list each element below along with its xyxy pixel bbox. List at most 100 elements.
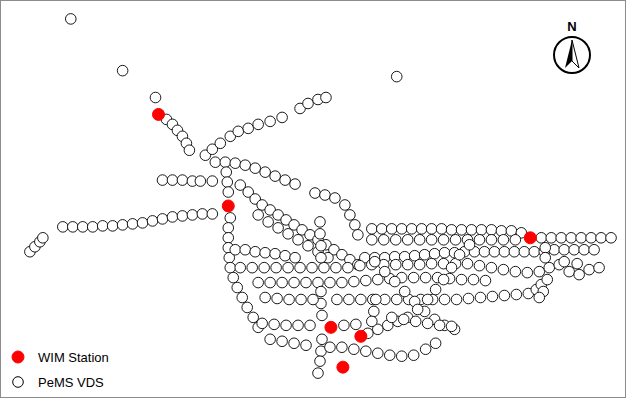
vds-point — [584, 264, 595, 275]
vds-point — [223, 233, 234, 244]
vds-point — [280, 250, 291, 261]
legend: WIM Station PeMS VDS — [12, 350, 109, 390]
vds-point — [370, 256, 381, 267]
vds-point — [187, 210, 198, 221]
wim-station — [355, 330, 367, 342]
vds-point — [290, 179, 301, 190]
vds-point — [586, 233, 597, 244]
legend-label: WIM Station — [38, 350, 109, 365]
vds-point — [559, 256, 570, 267]
vds-point — [303, 98, 314, 109]
legend-label: PeMS VDS — [38, 375, 104, 390]
vds-point — [451, 294, 462, 305]
vds-point — [290, 252, 301, 263]
vds-point — [414, 234, 425, 245]
vds-point — [398, 314, 409, 325]
vds-point — [197, 209, 208, 220]
vds-point — [476, 225, 487, 236]
vds-point — [569, 244, 580, 255]
vds-point — [317, 310, 328, 321]
vds-point — [350, 220, 361, 231]
vds-point — [345, 210, 356, 221]
vds-point — [450, 234, 461, 245]
vds-point — [372, 348, 383, 359]
vds-point — [596, 233, 607, 244]
vds-point — [487, 291, 498, 302]
vds-point — [184, 145, 195, 156]
vds-point — [454, 249, 465, 260]
vds-point — [464, 239, 475, 250]
vds-point — [446, 321, 457, 332]
vds-point — [315, 356, 326, 367]
vds-point — [38, 233, 49, 244]
legend-swatch — [12, 351, 24, 363]
vds-point — [367, 224, 378, 235]
vds-point — [391, 71, 402, 82]
vds-point — [317, 334, 328, 345]
vds-point — [331, 262, 342, 273]
vds-point — [438, 234, 449, 245]
vds-point — [271, 262, 282, 273]
vds-point — [293, 320, 304, 331]
vds-point — [228, 272, 239, 283]
vds-point — [157, 175, 168, 186]
vds-point — [233, 126, 244, 137]
vds-point — [337, 342, 348, 353]
vds-point — [316, 240, 327, 251]
vds-point — [301, 277, 312, 288]
vds-point — [390, 234, 401, 245]
vds-point — [240, 160, 251, 171]
vds-point — [396, 351, 407, 362]
vds-point — [462, 258, 473, 269]
vds-point — [316, 252, 327, 263]
vds-point — [220, 157, 231, 168]
vds-point — [167, 212, 178, 223]
vds-point — [456, 225, 467, 236]
vds-point — [468, 274, 479, 285]
vds-point — [207, 176, 218, 187]
vds-point — [474, 260, 485, 271]
vds-point — [270, 248, 281, 259]
vds-point — [315, 229, 326, 240]
vds-point — [117, 65, 128, 76]
vds-point — [370, 294, 381, 305]
vds-point — [386, 224, 397, 235]
vds-point — [250, 163, 261, 174]
vds-point — [305, 320, 316, 331]
vds-point — [474, 234, 485, 245]
vds-point — [67, 222, 78, 233]
vds-point — [351, 319, 362, 330]
vds-point — [486, 225, 497, 236]
vds-point — [356, 294, 367, 305]
vds-point — [230, 244, 241, 255]
wim-station — [222, 200, 234, 212]
vds-point — [369, 306, 380, 317]
vds-point — [564, 266, 575, 277]
vds-point — [406, 224, 417, 235]
vds-point — [215, 138, 226, 149]
wim-station — [524, 232, 536, 244]
vds-point — [486, 262, 497, 273]
vds-point — [379, 266, 390, 277]
vds-point — [315, 217, 326, 228]
vds-point — [414, 259, 425, 270]
vds-point — [257, 318, 268, 329]
vds-point — [253, 119, 264, 130]
points — [25, 14, 617, 379]
vds-point — [408, 350, 419, 361]
vds-point — [367, 316, 378, 327]
vds-point — [522, 267, 533, 278]
vds-point — [273, 223, 284, 234]
vds-point — [260, 247, 271, 258]
vds-point — [349, 344, 360, 355]
vds-point — [253, 210, 264, 221]
vds-point — [277, 112, 288, 123]
vds-point — [402, 234, 413, 245]
vds-point — [343, 262, 354, 273]
vds-point — [307, 262, 318, 273]
vds-point — [412, 304, 423, 315]
vds-point — [606, 233, 617, 244]
vds-point — [177, 211, 188, 222]
vds-point — [289, 277, 300, 288]
vds-point — [277, 277, 288, 288]
